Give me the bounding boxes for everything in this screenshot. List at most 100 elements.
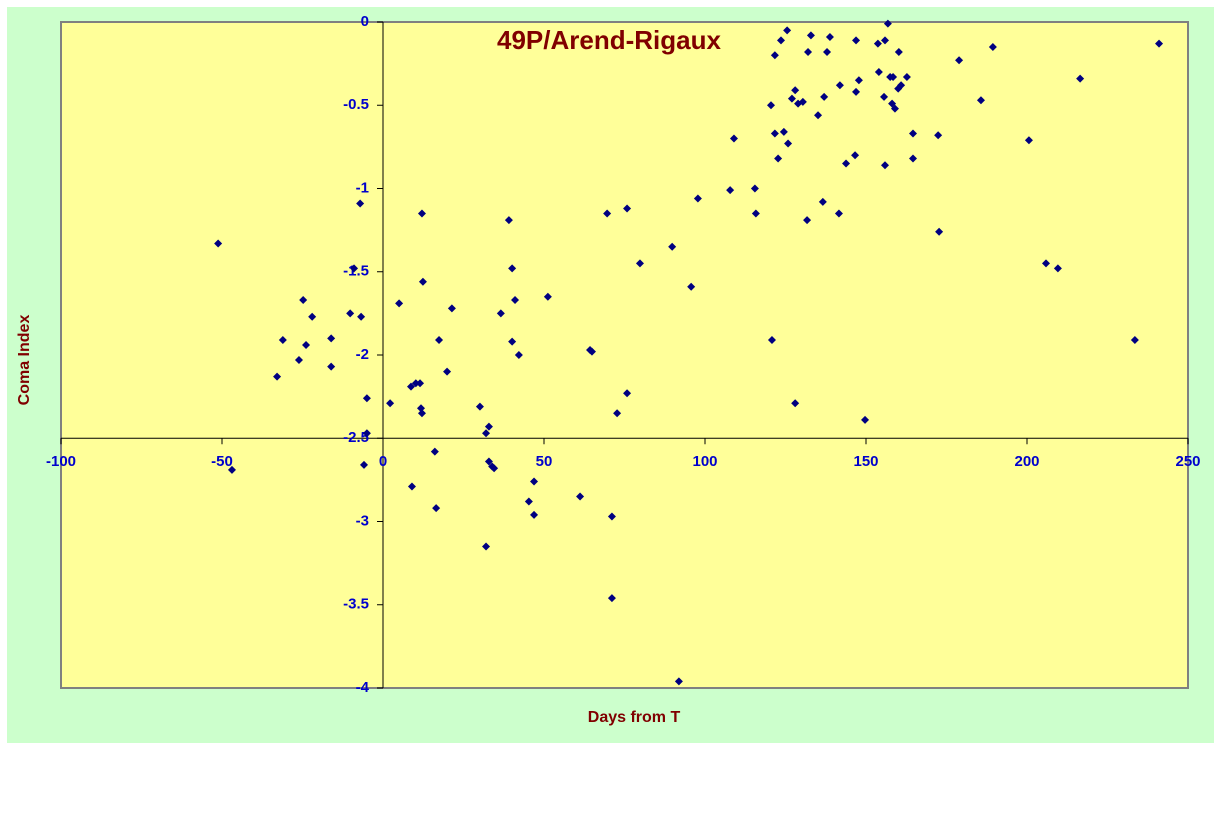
data-point [407, 382, 416, 391]
data-point [607, 512, 616, 521]
data-point [357, 312, 366, 321]
x-axis-label: Days from T [588, 709, 681, 726]
data-point [613, 409, 622, 418]
data-point [852, 87, 861, 96]
y-axis-label: Coma Index [16, 315, 33, 406]
data-point [693, 194, 702, 203]
data-point [407, 482, 416, 491]
x-tick-label: -50 [211, 453, 233, 470]
data-point [395, 299, 404, 308]
data-point [909, 129, 918, 138]
data-point [750, 184, 759, 193]
data-point [475, 402, 484, 411]
data-point [861, 415, 870, 424]
y-tick-label: -3.5 [343, 596, 369, 613]
data-point [823, 47, 832, 56]
data-point [783, 26, 792, 35]
data-point [524, 497, 533, 506]
data-point [842, 159, 851, 168]
y-tick-label: 0 [361, 13, 369, 30]
data-point [227, 465, 236, 474]
data-point [511, 296, 520, 305]
data-point [299, 296, 308, 305]
data-point [386, 399, 395, 408]
data-point [791, 399, 800, 408]
data-point [1024, 136, 1033, 145]
data-point [623, 204, 632, 213]
data-point [767, 101, 776, 110]
data-point [976, 96, 985, 105]
x-tick-label: 50 [536, 453, 553, 470]
data-point [417, 409, 426, 418]
data-point [825, 32, 834, 41]
plot-area [60, 21, 1189, 689]
data-point [1076, 74, 1085, 83]
x-tick-label: 0 [379, 453, 387, 470]
data-point [530, 477, 539, 486]
data-point [770, 51, 779, 60]
data-point [880, 161, 889, 170]
data-point [490, 464, 499, 473]
data-point [417, 209, 426, 218]
data-point [852, 36, 861, 45]
x-tick-label: 200 [1014, 453, 1039, 470]
data-point [751, 209, 760, 218]
data-point [435, 336, 444, 345]
data-point [770, 129, 779, 138]
y-tick-label: -1 [356, 179, 369, 196]
y-tick-label: -0.5 [343, 96, 369, 113]
data-point [482, 429, 491, 438]
data-point [935, 227, 944, 236]
data-point [508, 337, 517, 346]
data-point [834, 209, 843, 218]
data-point [635, 259, 644, 268]
y-tick-label: -3 [356, 512, 369, 529]
data-point [883, 19, 892, 28]
data-point [1130, 336, 1139, 345]
data-point [889, 72, 898, 81]
data-point [1053, 264, 1062, 273]
data-point [729, 134, 738, 143]
data-point [854, 76, 863, 85]
y-tick-label: -1.5 [343, 263, 369, 280]
data-point [818, 197, 827, 206]
data-point [851, 151, 860, 160]
data-point [880, 36, 889, 45]
data-point [447, 304, 456, 313]
data-point [623, 389, 632, 398]
data-point [416, 379, 425, 388]
data-point [530, 510, 539, 519]
data-point [356, 199, 365, 208]
data-point [508, 264, 517, 273]
data-point [890, 104, 899, 113]
data-point [804, 47, 813, 56]
data-point [955, 56, 964, 65]
data-point [776, 36, 785, 45]
data-point [484, 457, 493, 466]
data-point [302, 341, 311, 350]
data-point [1041, 259, 1050, 268]
data-point [430, 447, 439, 456]
data-point [327, 334, 336, 343]
data-point [880, 92, 889, 101]
x-tick-label: 100 [692, 453, 717, 470]
data-point [873, 39, 882, 48]
data-point [787, 94, 796, 103]
data-point [327, 362, 336, 371]
data-point [587, 347, 596, 356]
data-point [767, 336, 776, 345]
data-point [909, 154, 918, 163]
data-point [443, 367, 452, 376]
data-point [779, 127, 788, 136]
data-point [482, 542, 491, 551]
data-point [687, 282, 696, 291]
data-point [514, 351, 523, 359]
data-point [798, 97, 807, 106]
data-point [362, 394, 371, 403]
x-tick-label: 250 [1175, 453, 1200, 470]
data-point [674, 677, 683, 686]
data-point [874, 67, 883, 76]
data-point [1155, 39, 1164, 48]
data-point [791, 86, 800, 95]
